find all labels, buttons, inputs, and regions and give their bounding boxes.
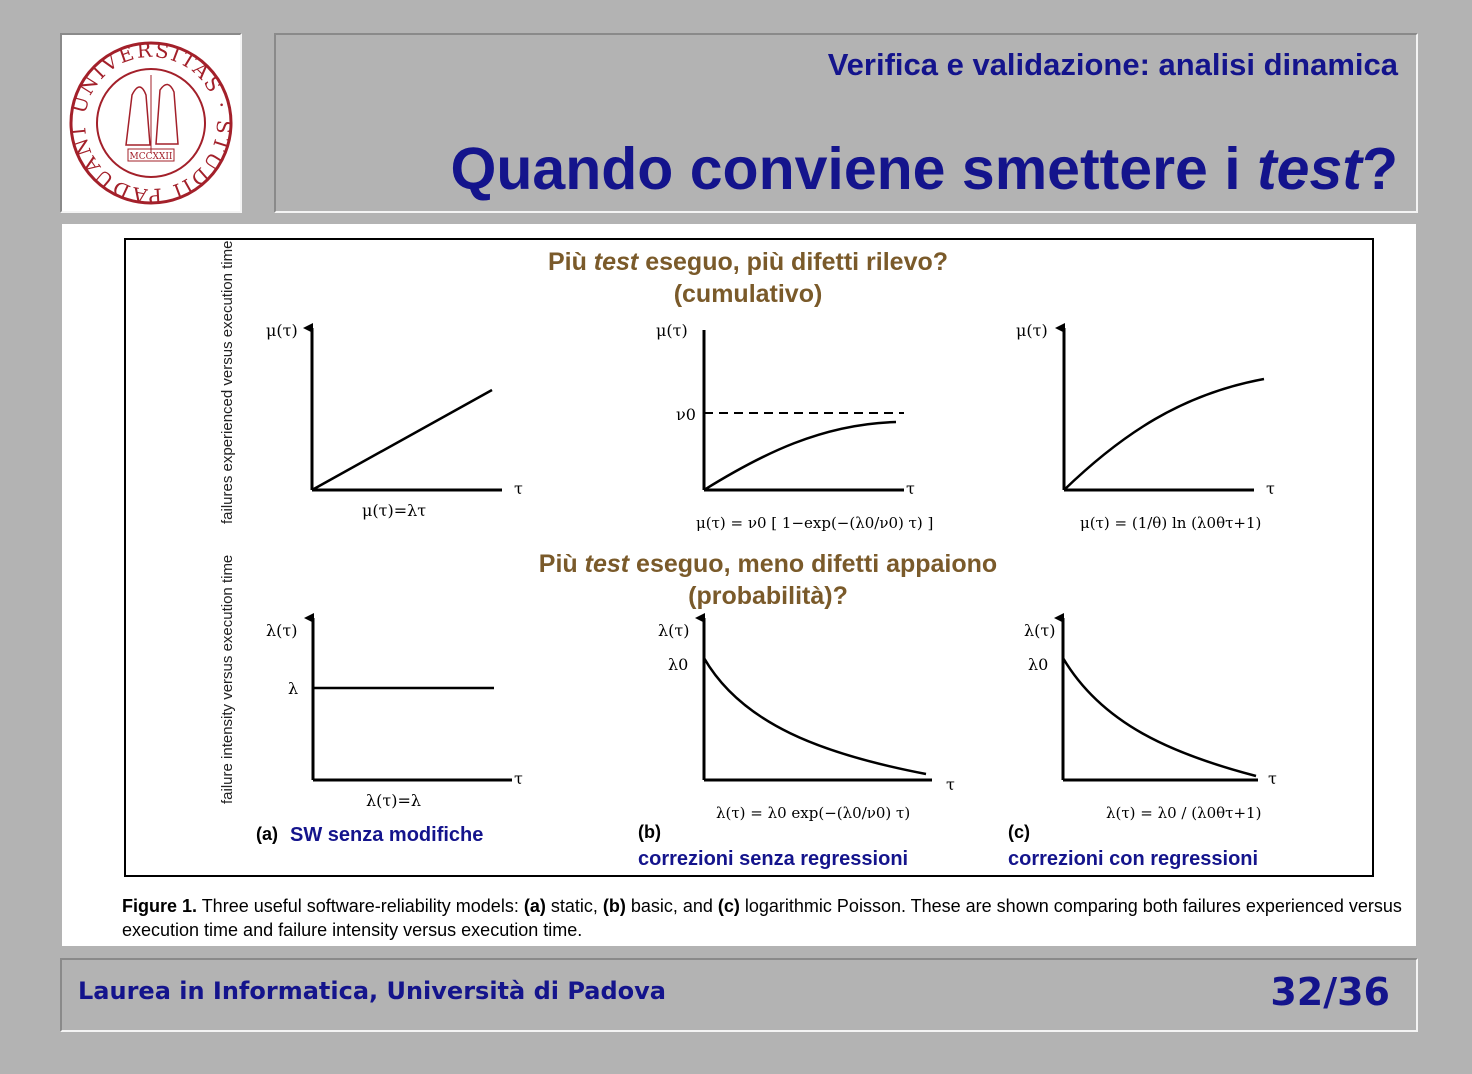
footer-course: Laurea in Informatica, Università di Pad…	[78, 977, 666, 1005]
figure-frame	[124, 238, 1374, 877]
label-mu-a: μ(τ)	[266, 321, 298, 340]
footer-panel: Laurea in Informatica, Università di Pad…	[60, 958, 1418, 1032]
label-model-c: correzioni con regressioni	[1008, 848, 1259, 870]
figure-caption: Figure 1. Three useful software-reliabil…	[122, 896, 1402, 940]
curve-b-top	[703, 420, 897, 492]
label-lambda0-b: λ0	[668, 655, 688, 674]
formula-c-top: μ(τ) = (1/θ) ln (λ0θτ+1)	[1080, 514, 1261, 532]
curve-c-bottom	[1061, 657, 1257, 778]
label-model-a: SW senza modifiche	[290, 824, 484, 846]
reliability-plots: μ(τ) μ(τ) μ(τ) τ τ τ ν0 λ(τ) λ(τ) λ(τ) λ…	[266, 321, 1277, 822]
tag-a: (a)	[256, 824, 278, 844]
label-tau-a-bot: τ	[514, 769, 523, 788]
formula-a-bottom: λ(τ)=λ	[366, 791, 421, 810]
logo-panel: UNIVERSITAS · STUDII PADUANI MCCXXII	[60, 33, 242, 213]
title-text: Quando conviene smettere i	[450, 136, 1258, 202]
tag-b: (b)	[638, 822, 661, 842]
label-lambda-a: λ(τ)	[266, 621, 297, 640]
note-probability: Più test eseguo, meno difetti appaiono (…	[538, 550, 998, 610]
label-tau-c-top: τ	[1266, 479, 1275, 498]
label-mu-c: μ(τ)	[1016, 321, 1048, 340]
formula-a-top: μ(τ)=λτ	[362, 501, 426, 520]
page-number: 32/36	[1270, 970, 1390, 1014]
seal-year: MCCXXII	[130, 152, 173, 162]
formula-b-bottom: λ(τ) = λ0 exp(−(λ0/ν0) τ)	[716, 804, 910, 822]
label-lambda0-c: λ0	[1028, 655, 1048, 674]
curve-c-top	[1063, 377, 1265, 491]
label-tau-c-bot: τ	[1268, 769, 1277, 788]
label-lambda-b: λ(τ)	[658, 621, 689, 640]
label-lambda-c: λ(τ)	[1024, 621, 1055, 640]
tag-c: (c)	[1008, 822, 1030, 842]
label-tau-a-top: τ	[514, 479, 523, 498]
formula-b-top: μ(τ) = ν0 [ 1−exp(−(λ0/ν0) τ) ]	[696, 514, 933, 532]
university-seal-logo: UNIVERSITAS · STUDII PADUANI MCCXXII	[66, 38, 234, 209]
label-nu0: ν0	[676, 405, 696, 424]
label-tau-b-top: τ	[906, 479, 915, 498]
curve-b-bottom	[702, 657, 927, 776]
title-end: ?	[1361, 136, 1398, 202]
label-tau-b-bot: τ	[946, 775, 955, 794]
label-model-b: correzioni senza regressioni	[638, 848, 909, 870]
section-subtitle: Verifica e validazione: analisi dinamica	[827, 47, 1398, 82]
label-lambda-const: λ	[288, 679, 298, 698]
title-italic: test	[1257, 136, 1362, 202]
figure-area: failures experienced versus execution ti…	[62, 224, 1416, 946]
header-panel: Verifica e validazione: analisi dinamica…	[274, 33, 1418, 213]
label-mu-b: μ(τ)	[656, 321, 688, 340]
slide-title: Quando conviene smettere i test?	[450, 135, 1398, 203]
curve-a-top	[311, 388, 493, 492]
note-cumulative: Più test eseguo, più difetti rilevo? (cu…	[547, 248, 949, 308]
formula-c-bottom: λ(τ) = λ0 / (λ0θτ+1)	[1106, 804, 1261, 822]
